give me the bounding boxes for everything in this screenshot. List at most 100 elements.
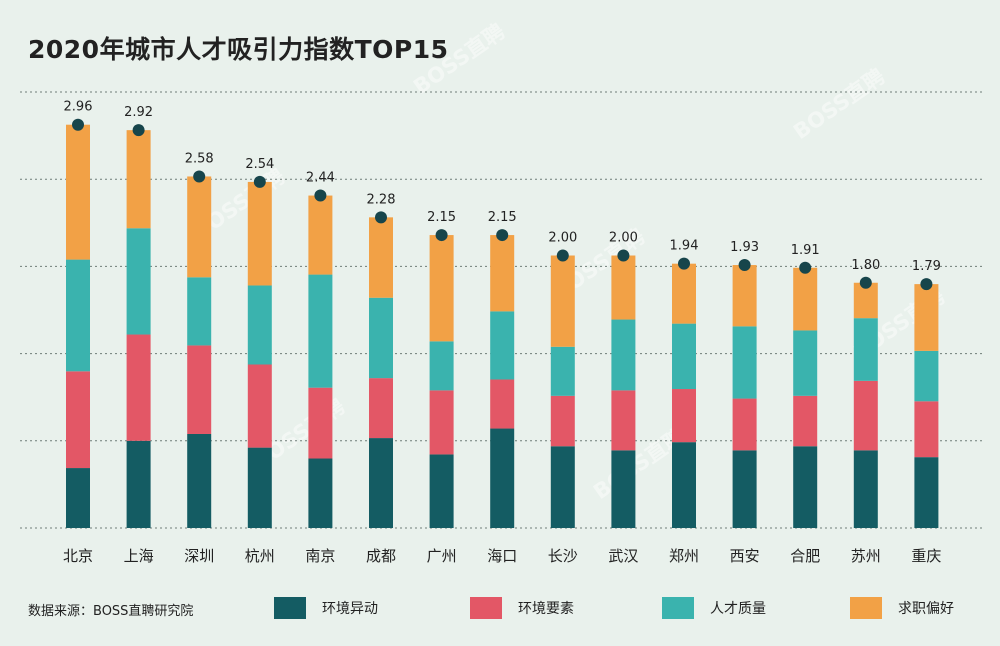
- total-marker: [253, 175, 266, 188]
- bar-segment: [550, 255, 575, 347]
- total-marker: [738, 259, 751, 272]
- category-label: 杭州: [245, 547, 275, 565]
- bar-segment: [66, 468, 90, 528]
- total-marker: [920, 278, 933, 291]
- category-label: 郑州: [669, 547, 699, 565]
- total-label: 1.93: [730, 240, 759, 255]
- legend-item-environment-factors: 环境要素: [470, 596, 574, 620]
- total-label: 2.44: [306, 171, 335, 186]
- bar-segment: [429, 341, 454, 391]
- bar-segment: [732, 398, 757, 451]
- bar-segment: [66, 259, 90, 372]
- bar-segment: [247, 285, 272, 365]
- total-marker: [678, 257, 690, 270]
- category-label: 重庆: [911, 547, 941, 565]
- bar-segment: [308, 387, 333, 459]
- bar-segment: [187, 277, 212, 346]
- total-marker: [859, 276, 872, 289]
- bar-segment: [611, 450, 636, 528]
- bar-segment: [308, 195, 333, 275]
- bar-segment: [853, 318, 878, 381]
- bar-segment: [550, 446, 575, 528]
- total-marker: [375, 211, 387, 224]
- bar-segment: [187, 433, 212, 528]
- total-label: 1.80: [851, 258, 880, 273]
- bar-segment: [247, 447, 272, 528]
- bar-segment: [732, 265, 757, 327]
- watermark-text: BOSS直聘: [409, 19, 509, 99]
- bar-segment: [66, 124, 90, 260]
- legend-label-environment-factors: 环境要素: [518, 601, 574, 617]
- bar-segment: [369, 217, 393, 298]
- legend-item-environment-change: 环境异动: [274, 596, 378, 620]
- total-label: 2.54: [245, 157, 274, 172]
- data-source-note: 数据来源：BOSS直聘研究院: [28, 604, 194, 619]
- total-label: 1.94: [670, 239, 699, 254]
- total-label: 2.15: [427, 210, 456, 225]
- bar-segment: [126, 440, 151, 528]
- chart-footer: 数据来源：BOSS直聘研究院 环境异动 环境要素 人才质量 求职偏好: [28, 596, 988, 626]
- bar-segment: [672, 263, 696, 324]
- bar-segment: [793, 446, 818, 528]
- bar-segment: [914, 457, 939, 528]
- legend-label-job-preference: 求职偏好: [898, 601, 954, 617]
- bar-segment: [429, 235, 454, 342]
- bar-segment: [550, 395, 575, 447]
- bar-segment: [914, 401, 939, 458]
- legend-swatch-environment-factors: [470, 597, 502, 619]
- category-label: 南京: [305, 547, 335, 565]
- bar-segment: [126, 228, 151, 335]
- category-label: 上海: [124, 547, 154, 565]
- bar-segment: [490, 311, 515, 380]
- total-label: 2.28: [367, 192, 396, 207]
- total-label: 1.91: [791, 243, 820, 258]
- total-marker: [496, 229, 509, 242]
- total-marker: [314, 189, 327, 202]
- bar-segment: [914, 284, 939, 351]
- category-label: 成都: [366, 547, 396, 565]
- bar-segment: [369, 297, 393, 379]
- bar-segment: [429, 390, 454, 455]
- bar-segment: [247, 364, 272, 448]
- legend-label-talent-quality: 人才质量: [710, 601, 766, 617]
- bar-segment: [550, 346, 575, 396]
- bar-segment: [611, 319, 636, 391]
- total-marker: [799, 261, 812, 274]
- bar-segment: [247, 181, 272, 286]
- bar-segment: [732, 326, 757, 399]
- bar-segment: [369, 378, 393, 439]
- category-label: 苏州: [851, 547, 881, 565]
- category-label: 海口: [487, 547, 517, 565]
- watermark-text: BOSS直聘: [789, 64, 889, 144]
- bar-segment: [853, 450, 878, 528]
- bar-segment: [672, 323, 696, 390]
- total-label: 1.79: [912, 259, 941, 274]
- bar-segment: [66, 371, 90, 469]
- category-label: 北京: [63, 547, 93, 565]
- category-label: 深圳: [184, 547, 214, 565]
- chart-title: 2020年城市人才吸引力指数TOP15: [28, 35, 449, 64]
- legend-swatch-environment-change: [274, 597, 306, 619]
- bar-segment: [187, 345, 212, 434]
- bar-segment: [793, 395, 818, 447]
- total-marker: [132, 124, 145, 137]
- total-label: 2.96: [64, 100, 93, 115]
- bar-segment: [490, 428, 515, 528]
- category-label: 长沙: [548, 547, 578, 565]
- bar-segment: [308, 274, 333, 388]
- bar-segment: [429, 454, 454, 528]
- total-label: 2.00: [548, 231, 577, 246]
- category-label: 武汉: [608, 547, 638, 565]
- total-label: 2.15: [488, 210, 517, 225]
- total-marker: [193, 170, 206, 183]
- total-marker: [556, 249, 569, 262]
- category-label: 合肥: [790, 547, 820, 565]
- category-label: 广州: [427, 547, 457, 565]
- legend-item-talent-quality: 人才质量: [662, 596, 766, 620]
- bar-segment: [672, 389, 696, 443]
- bar-segment: [672, 442, 696, 528]
- total-marker: [72, 118, 84, 131]
- bar-segment: [611, 390, 636, 451]
- total-label: 2.00: [609, 231, 638, 246]
